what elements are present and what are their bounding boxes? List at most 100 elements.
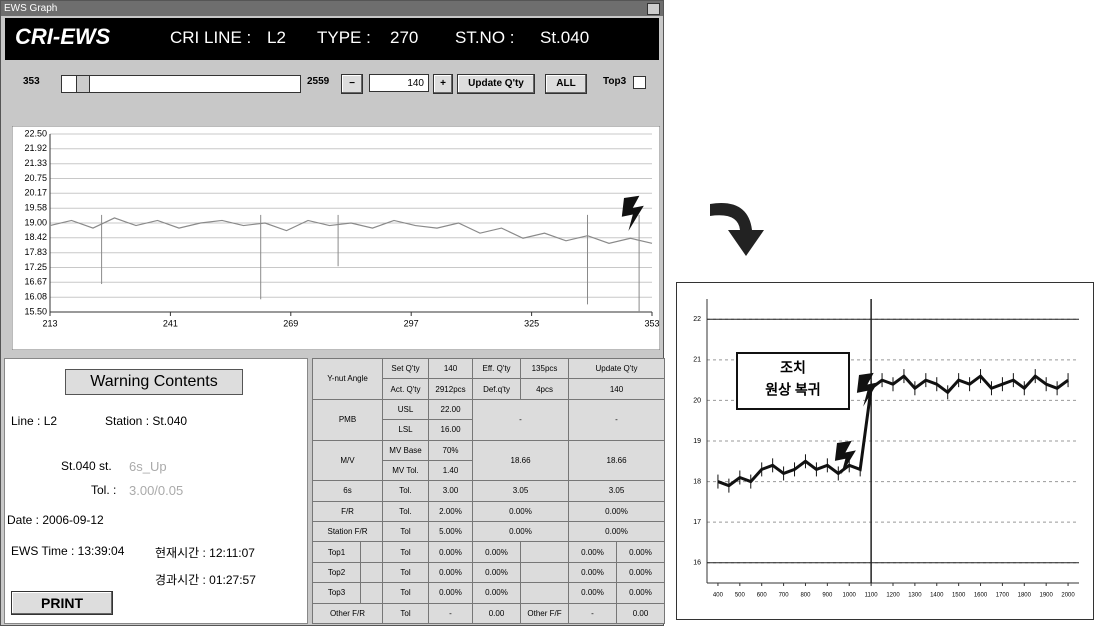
- x-tick-label: 1300: [908, 593, 922, 599]
- cell: 0.00%: [472, 500, 570, 523]
- annotation-text: 조치: [780, 360, 806, 376]
- cell: [359, 541, 384, 563]
- cell: 3.05: [568, 480, 666, 502]
- x-tick-label: 1000: [843, 593, 857, 599]
- y-tick-label: 18.42: [24, 232, 47, 242]
- cell: 3.05: [472, 480, 570, 502]
- type-value: 270: [390, 28, 419, 47]
- cell: 2.00%: [428, 500, 474, 523]
- x-tick-label: 325: [524, 318, 539, 328]
- cell: 0.00%: [568, 500, 666, 523]
- all-button[interactable]: ALL: [545, 74, 587, 94]
- y-tick-label: 21: [693, 357, 701, 364]
- cell: 0.00%: [428, 561, 474, 584]
- arrow: [710, 203, 764, 256]
- y-tick-label: 17.25: [24, 262, 47, 272]
- cell: 6s: [311, 480, 384, 502]
- cell: 0.00%: [428, 582, 474, 604]
- count-input[interactable]: 140: [369, 74, 429, 92]
- cell: 0.00%: [472, 561, 522, 584]
- item-label: St.040 st.: [61, 459, 112, 473]
- arrow-shape: [710, 203, 764, 256]
- cell: 22.00: [428, 398, 474, 421]
- cell: Other F/F: [520, 602, 570, 624]
- x-tick-label: 213: [42, 318, 57, 328]
- annotation-text: 원상 복귀: [765, 382, 820, 398]
- cell: F/R: [311, 500, 384, 523]
- cell: 2912pcs: [428, 378, 474, 400]
- cell: [359, 582, 384, 604]
- slider-min: 353: [23, 76, 40, 87]
- spec-table: Y-nut Angle Set Q'ty 140 Eff. Q'ty 135pcs Upd…: [311, 357, 666, 624]
- x-tick-label: 1900: [1039, 593, 1053, 599]
- station-label: ST.NO :: [455, 28, 515, 47]
- update-button[interactable]: Update Q'ty: [457, 74, 535, 94]
- y-tick-label: 20.17: [24, 188, 47, 198]
- header: CRI-EWS CRI LINE : L2 TYPE : 270 ST.NO :…: [5, 18, 659, 60]
- y-tick-label: 20.75: [24, 173, 47, 183]
- app-name: CRI-EWS: [15, 24, 111, 49]
- cell: -: [568, 602, 618, 624]
- slider-thumb[interactable]: [76, 76, 90, 92]
- cell: Tol: [382, 582, 430, 604]
- y-tick-label: 20: [693, 397, 701, 404]
- annotation-box: [736, 352, 850, 410]
- print-button[interactable]: PRINT: [11, 591, 113, 615]
- cell: Other F/R: [311, 602, 384, 624]
- cell: 0.00%: [568, 582, 618, 604]
- cell: 0.00%: [568, 561, 618, 584]
- cell: Tol: [382, 520, 430, 543]
- cell: Tol.: [382, 480, 430, 502]
- y-tick-label: 17.83: [24, 247, 47, 257]
- close-button[interactable]: [647, 3, 660, 15]
- cell: 16.00: [428, 419, 474, 441]
- cell: Def.q'ty: [472, 378, 522, 400]
- cell: Top2: [312, 561, 361, 584]
- x-tick-label: 1600: [974, 593, 988, 599]
- cell: Top3: [312, 582, 361, 604]
- y-tick-label: 19: [693, 438, 701, 445]
- x-tick-label: 2000: [1061, 593, 1075, 599]
- result-panel: 16 17 18 19 20 21 22 400 500 600 700 800 900 1000 1100…: [676, 282, 1094, 620]
- cell: -: [428, 602, 474, 624]
- window-title: EWS Graph: [4, 3, 58, 14]
- cell: -: [472, 398, 570, 441]
- cell: 0.00%: [616, 582, 666, 604]
- cell: 0.00: [616, 602, 666, 624]
- cell: MV Tol.: [382, 459, 430, 482]
- warning-panel: Warning Contents Line : L2 Station : St.…: [4, 358, 308, 624]
- type-label: TYPE :: [317, 28, 371, 47]
- x-tick-label: 1400: [930, 593, 944, 599]
- cell: Tol.: [382, 500, 430, 523]
- x-tick-label: 353: [644, 318, 659, 328]
- tol-value: 3.00/0.05: [129, 483, 184, 498]
- x-tick-label: 1500: [952, 593, 966, 599]
- cell: [520, 582, 570, 604]
- line-label: CRI LINE :: [170, 28, 252, 47]
- cell: 3.00: [428, 480, 474, 502]
- cell: 0.00%: [472, 541, 522, 563]
- cell: MV Base: [382, 439, 430, 461]
- minus-button[interactable]: −: [341, 74, 363, 94]
- cell: 0.00%: [568, 541, 618, 563]
- y-tick-label: 19.58: [24, 203, 47, 213]
- cell: Top1: [312, 541, 361, 563]
- cell: 70%: [428, 439, 474, 461]
- plus-button[interactable]: +: [433, 74, 453, 94]
- top3-checkbox[interactable]: [633, 76, 646, 89]
- cell: 0.00%: [428, 541, 474, 563]
- cell: Eff. Q'ty: [472, 357, 522, 380]
- y-tick-label: 16: [693, 560, 701, 567]
- y-tick-label: 22.50: [24, 128, 47, 138]
- slider[interactable]: [61, 75, 301, 93]
- x-tick-label: 400: [713, 593, 724, 599]
- cell: PMB: [311, 398, 384, 441]
- controls: 353 2559 − 140 + Update Q'ty ALL Top3: [5, 63, 659, 119]
- title-bar: EWS Graph: [1, 1, 663, 16]
- elapsed-time: 경과시간 : 01:27:57: [155, 573, 256, 587]
- cell: USL: [382, 398, 430, 421]
- cell: Y-nut Angle: [311, 358, 384, 400]
- cell: Tol: [382, 561, 430, 584]
- x-tick-label: 241: [163, 318, 178, 328]
